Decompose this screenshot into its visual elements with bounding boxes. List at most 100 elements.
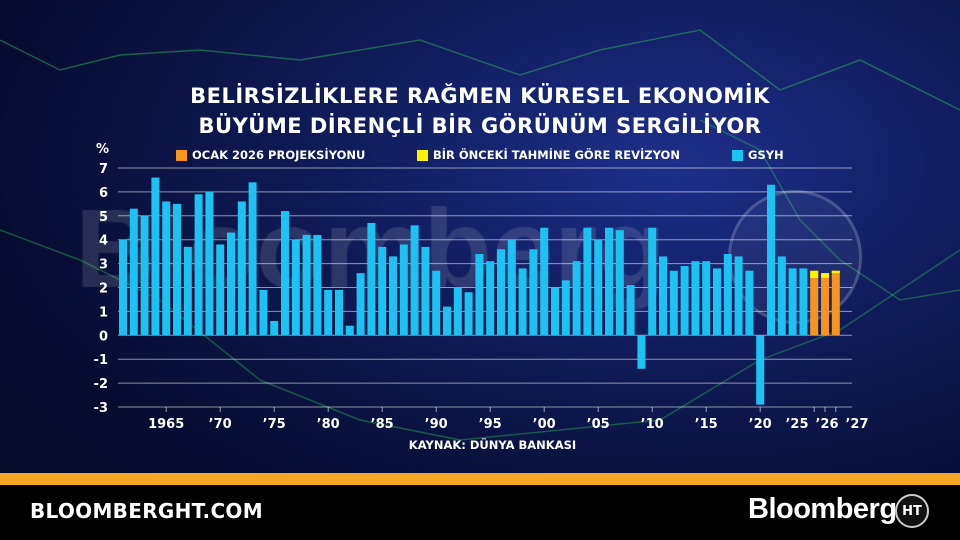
bar-gdp-1965 (162, 201, 171, 336)
y-tick-label: -2 (94, 377, 108, 392)
bar-gdp-2019 (745, 270, 754, 336)
bar-gdp-2021 (767, 184, 775, 336)
x-tick-label: ’27 (845, 417, 868, 432)
bar-gdp-1988 (410, 225, 419, 336)
bar-revision-2027 (831, 270, 840, 274)
bar-gdp-2023 (788, 268, 797, 336)
chart-title-line-1: BELİRSİZLİKLERE RAĞMEN KÜRESEL EKONOMİK (190, 84, 770, 108)
bar-gdp-1984 (367, 222, 376, 336)
footer: BLOOMBERGHT.COM Bloomberg HT (0, 485, 960, 540)
bar-gdp-1995 (486, 261, 495, 336)
bar-gdp-1966 (173, 203, 181, 336)
y-tick-label: -3 (94, 401, 108, 416)
bar-gdp-1972 (237, 201, 246, 336)
bar-revision-2025 (810, 270, 819, 278)
bar-revision-2026 (821, 273, 829, 278)
bar-gdp-1992 (453, 287, 462, 336)
x-tick-label: ’20 (749, 417, 772, 432)
bar-gdp-1970 (216, 244, 225, 336)
bar-gdp-1990 (432, 270, 441, 336)
y-tick-label: 4 (99, 234, 108, 249)
x-tick-label: ’26 (815, 417, 838, 432)
bar-gdp-2007 (615, 230, 624, 336)
legend-swatch-yellow (417, 149, 428, 161)
bar-gdp-2006 (605, 227, 613, 336)
y-tick-label: 3 (99, 258, 108, 273)
bar-gdp-1993 (464, 292, 473, 336)
x-tick-label: ’85 (371, 417, 394, 432)
legend-swatch-orange (176, 149, 187, 161)
bar-gdp-1963 (140, 215, 149, 336)
bar-gdp-1991 (443, 306, 451, 336)
legend-gdp: GSYH (732, 148, 784, 162)
bar-gdp-2005 (594, 239, 603, 336)
footer-accent-strip (0, 473, 960, 485)
y-tick-label: 0 (99, 329, 108, 344)
bar-gdp-2000 (540, 227, 549, 336)
bar-gdp-2024 (799, 268, 808, 336)
bar-gdp-2001 (551, 287, 559, 336)
bar-gdp-1989 (421, 246, 430, 336)
bar-gdp-1967 (183, 246, 192, 336)
x-tick-label: ’25 (785, 417, 808, 432)
y-axis-unit: % (96, 142, 109, 157)
bar-gdp-2008 (626, 285, 635, 336)
bar-gdp-1981 (335, 289, 343, 336)
x-tick-label: ’70 (209, 417, 232, 432)
bar-gdp-1975 (270, 320, 279, 336)
bar-gdp-1962 (129, 208, 138, 336)
bar-gdp-2018 (734, 256, 743, 336)
y-tick-label: 7 (99, 162, 108, 177)
bar-gdp-2011 (659, 256, 667, 336)
ht-emblem-logo: HT (895, 494, 929, 528)
gdp-bar-chart: 7 6 5 4 3 2 1 0 -1 -2 -3% 1965 ’70 ’75 ’80 ’85 ’90 ’95 ’00… (94, 142, 868, 432)
bar-gdp-2022 (777, 256, 786, 336)
bar-gdp-2012 (669, 270, 678, 336)
bar-gdp-1979 (313, 234, 322, 336)
bar-gdp-1961 (119, 239, 127, 336)
bar-gdp-2017 (723, 254, 732, 336)
bar-gdp-1987 (399, 244, 408, 336)
x-tick-label: ’10 (641, 417, 664, 432)
bar-gdp-2015 (702, 261, 711, 336)
source-note: KAYNAK: DÜNYA BANKASI (408, 438, 577, 452)
x-tick-label: ’00 (533, 417, 556, 432)
y-tick-label: 6 (99, 186, 108, 201)
y-tick-label: 1 (99, 305, 108, 320)
bar-gdp-2009 (637, 335, 646, 369)
x-tick-label: ’90 (425, 417, 448, 432)
bar-gdp-1994 (475, 254, 484, 336)
chart-title-line-2: BÜYÜME DİRENÇLİ BİR GÖRÜNÜM SERGİLİYOR (198, 114, 762, 138)
bar-gdp-1976 (281, 211, 289, 336)
legend-label: GSYH (748, 148, 784, 162)
bar-gdp-1986 (389, 256, 397, 336)
x-tick-label: 1965 (148, 417, 184, 432)
bar-gdp-2003 (572, 261, 581, 336)
bar-gdp-1969 (205, 191, 214, 336)
legend-projection: OCAK 2026 PROJEKSİYONU (176, 148, 365, 162)
bar-gdp-2002 (561, 280, 570, 336)
bar-gdp-1968 (194, 194, 203, 336)
bar-gdp-1971 (227, 232, 235, 336)
bar-gdp-1964 (151, 177, 160, 336)
bar-gdp-1982 (345, 325, 354, 336)
site-url[interactable]: BLOOMBERGHT.COM (30, 499, 263, 523)
x-tick-label: ’05 (587, 417, 610, 432)
legend-label: BİR ÖNCEKİ TAHMİNE GÖRE REVİZYON (433, 148, 680, 162)
x-tick-label: ’80 (317, 417, 340, 432)
bar-gdp-1998 (518, 268, 527, 336)
bar-gdp-1985 (378, 246, 387, 336)
x-tick-label: ’15 (695, 417, 718, 432)
bar-gdp-1978 (302, 234, 311, 336)
bar-gdp-1977 (291, 239, 300, 336)
bar-gdp-2016 (713, 268, 721, 336)
x-tick-label: ’95 (479, 417, 502, 432)
x-tick-label: ’75 (263, 417, 286, 432)
bar-gdp-1983 (356, 273, 365, 336)
legend-label: OCAK 2026 PROJEKSİYONU (192, 148, 366, 162)
bar-projection-2025 (810, 270, 819, 336)
bar-gdp-1980 (324, 289, 333, 336)
bar-gdp-1974 (259, 289, 268, 336)
bar-gdp-1997 (507, 239, 516, 336)
y-tick-label: 5 (99, 210, 108, 225)
